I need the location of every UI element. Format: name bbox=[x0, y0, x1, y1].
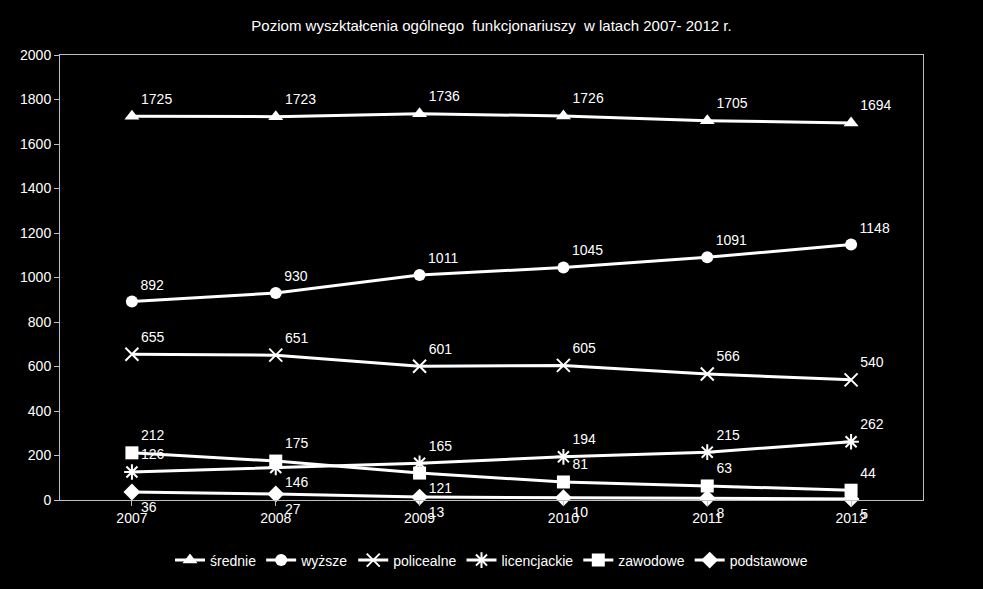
svg-text:63: 63 bbox=[716, 460, 732, 476]
svg-text:2008: 2008 bbox=[260, 510, 291, 526]
svg-text:1200: 1200 bbox=[20, 225, 51, 241]
svg-text:0: 0 bbox=[43, 492, 51, 508]
svg-text:165: 165 bbox=[429, 438, 453, 454]
svg-text:800: 800 bbox=[28, 314, 52, 330]
svg-text:121: 121 bbox=[429, 480, 453, 496]
svg-text:10: 10 bbox=[573, 504, 589, 520]
svg-text:podstawowe: podstawowe bbox=[730, 553, 808, 569]
svg-text:1736: 1736 bbox=[429, 88, 460, 104]
svg-text:1045: 1045 bbox=[572, 242, 603, 258]
svg-text:126: 126 bbox=[141, 446, 165, 462]
svg-text:566: 566 bbox=[716, 348, 740, 364]
svg-text:200: 200 bbox=[28, 447, 52, 463]
svg-text:2009: 2009 bbox=[404, 510, 435, 526]
svg-text:930: 930 bbox=[284, 268, 308, 284]
svg-text:2012: 2012 bbox=[836, 510, 867, 526]
svg-text:1800: 1800 bbox=[20, 91, 51, 107]
svg-text:1600: 1600 bbox=[20, 136, 51, 152]
svg-text:1725: 1725 bbox=[141, 91, 172, 107]
svg-text:81: 81 bbox=[573, 456, 589, 472]
svg-text:1723: 1723 bbox=[285, 91, 316, 107]
svg-text:2010: 2010 bbox=[548, 510, 579, 526]
svg-text:651: 651 bbox=[285, 330, 309, 346]
svg-text:13: 13 bbox=[429, 504, 445, 520]
svg-text:1011: 1011 bbox=[428, 250, 458, 266]
svg-text:1091: 1091 bbox=[716, 232, 747, 248]
svg-text:175: 175 bbox=[285, 435, 309, 451]
svg-text:1148: 1148 bbox=[860, 220, 890, 236]
svg-text:36: 36 bbox=[141, 499, 157, 515]
svg-text:5: 5 bbox=[860, 506, 868, 522]
svg-text:2011: 2011 bbox=[692, 510, 722, 526]
svg-text:Poziom wyszktałcenia ogólnego: Poziom wyszktałcenia ogólnego funkcjonar… bbox=[251, 17, 731, 34]
svg-text:194: 194 bbox=[573, 431, 597, 447]
svg-text:8: 8 bbox=[716, 505, 724, 521]
svg-text:600: 600 bbox=[28, 358, 52, 374]
svg-text:262: 262 bbox=[860, 416, 884, 432]
svg-text:400: 400 bbox=[28, 403, 52, 419]
svg-text:1705: 1705 bbox=[716, 95, 747, 111]
svg-text:2007: 2007 bbox=[116, 510, 147, 526]
svg-text:605: 605 bbox=[573, 340, 597, 356]
svg-text:892: 892 bbox=[140, 277, 164, 293]
svg-text:215: 215 bbox=[716, 427, 740, 443]
svg-text:1726: 1726 bbox=[573, 90, 604, 106]
svg-text:212: 212 bbox=[141, 427, 165, 443]
svg-text:zawodowe: zawodowe bbox=[618, 553, 684, 569]
svg-text:655: 655 bbox=[141, 329, 165, 345]
svg-text:1400: 1400 bbox=[20, 180, 51, 196]
svg-text:146: 146 bbox=[285, 474, 309, 490]
svg-text:1694: 1694 bbox=[860, 97, 891, 113]
svg-text:1000: 1000 bbox=[20, 269, 51, 285]
svg-text:2000: 2000 bbox=[20, 47, 51, 63]
svg-text:policealne: policealne bbox=[393, 553, 456, 569]
svg-text:licencjackie: licencjackie bbox=[502, 553, 574, 569]
svg-text:wyższe: wyższe bbox=[300, 553, 347, 569]
svg-text:44: 44 bbox=[860, 465, 876, 481]
svg-text:540: 540 bbox=[860, 354, 884, 370]
svg-text:601: 601 bbox=[429, 341, 453, 357]
svg-text:średnie: średnie bbox=[210, 553, 256, 569]
svg-text:27: 27 bbox=[285, 501, 301, 517]
